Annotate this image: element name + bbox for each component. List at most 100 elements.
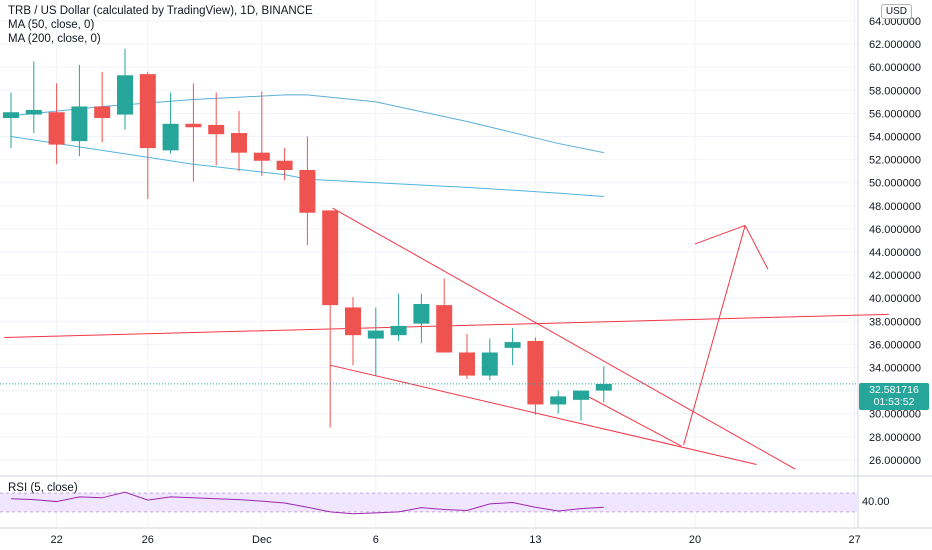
price-axis[interactable]: 26.00000028.00000030.00000032.00000034.0… <box>0 16 921 467</box>
last-price-badge: 32.581716 01:53:52 <box>859 383 929 410</box>
candle[interactable] <box>413 293 430 344</box>
candle[interactable] <box>71 64 88 157</box>
time-tick-label: 6 <box>373 534 379 546</box>
candle[interactable] <box>162 92 179 154</box>
candle-body <box>253 152 270 161</box>
candle-body <box>162 123 179 151</box>
arrow-down-to-apex[interactable] <box>587 395 682 447</box>
candle[interactable] <box>459 334 475 380</box>
candle-body <box>595 383 612 391</box>
candle-body <box>345 307 361 336</box>
candle[interactable] <box>231 111 247 172</box>
candle-body <box>481 352 498 376</box>
candle-body <box>231 133 247 153</box>
ma200-legend[interactable]: MA (200, close, 0) <box>8 33 101 45</box>
currency-badge[interactable]: USD <box>880 4 912 19</box>
price-tick-label: 28.000000 <box>869 432 921 444</box>
candle[interactable] <box>208 92 225 166</box>
candle-body <box>48 112 65 145</box>
last-price-value: 32.581716 <box>869 384 919 396</box>
time-tick-label: Dec <box>252 534 272 546</box>
candle-body <box>71 106 88 142</box>
candle-body <box>299 169 316 213</box>
candle[interactable] <box>185 83 202 182</box>
time-tick-label: 22 <box>50 534 62 546</box>
bar-countdown: 01:53:52 <box>873 396 915 408</box>
time-axis[interactable]: 22 26 Dec 6 13 20 27 <box>50 534 860 546</box>
ma50-legend[interactable]: MA (50, close, 0) <box>8 19 95 31</box>
candle-body <box>573 390 589 400</box>
symbol-title[interactable]: TRB / US Dollar (calculated by TradingVi… <box>8 5 313 17</box>
wedge-lower-line[interactable] <box>330 364 757 466</box>
candle[interactable] <box>94 71 111 143</box>
candle[interactable] <box>345 297 361 366</box>
candle[interactable] <box>276 148 293 181</box>
time-tick-label: 26 <box>142 534 154 546</box>
candle[interactable] <box>25 61 42 134</box>
price-tick-label: 36.000000 <box>869 339 921 351</box>
price-tick-label: 52.000000 <box>869 155 921 167</box>
candle[interactable] <box>367 307 384 376</box>
candle[interactable] <box>48 83 65 165</box>
candle-body <box>25 109 42 115</box>
rsi-band <box>0 493 858 512</box>
price-tick-label: 26.000000 <box>869 455 921 467</box>
price-tick-label: 64.000000 <box>869 16 921 28</box>
candle-body <box>367 330 384 339</box>
candle-body <box>390 325 407 336</box>
candle[interactable] <box>139 71 156 199</box>
chart-legend: TRB / US Dollar (calculated by TradingVi… <box>8 4 313 46</box>
price-tick-label: 40.000000 <box>869 293 921 305</box>
rsi-axis-value: 40.00 <box>862 496 890 508</box>
candle[interactable] <box>527 337 544 415</box>
candle[interactable] <box>3 92 19 149</box>
rsi-legend[interactable]: RSI (5, close) <box>8 482 78 494</box>
price-tick-label: 58.000000 <box>869 85 921 97</box>
candle[interactable] <box>481 338 498 381</box>
price-tick-label: 38.000000 <box>869 316 921 328</box>
candle[interactable] <box>573 390 589 421</box>
arrow-up-target[interactable] <box>683 225 746 446</box>
price-tick-label: 48.000000 <box>869 201 921 213</box>
candle-body <box>527 340 544 405</box>
rsi-pane[interactable] <box>0 491 858 515</box>
wedge-upper-line[interactable] <box>332 207 796 470</box>
price-tick-label: 30.000000 <box>869 409 921 421</box>
price-tick-label: 46.000000 <box>869 224 921 236</box>
candle-body <box>185 123 202 128</box>
candle-body <box>208 124 225 135</box>
candle[interactable] <box>117 48 133 130</box>
candle[interactable] <box>253 91 270 176</box>
time-tick-label: 13 <box>529 534 541 546</box>
candle-body <box>94 106 111 119</box>
candle-body <box>139 74 156 149</box>
rsi-line[interactable] <box>10 491 604 515</box>
time-tick-label: 27 <box>848 534 860 546</box>
price-tick-label: 42.000000 <box>869 270 921 282</box>
candle[interactable] <box>436 278 453 353</box>
candle[interactable] <box>322 210 339 428</box>
candlestick-series[interactable] <box>3 48 612 428</box>
candle[interactable] <box>504 328 521 366</box>
candle-body <box>3 112 19 119</box>
candle-body <box>436 305 453 353</box>
price-tick-label: 34.000000 <box>869 363 921 375</box>
candle-body <box>276 160 293 170</box>
price-tick-label: 54.000000 <box>869 132 921 144</box>
arrowhead-left[interactable] <box>694 224 746 245</box>
candle[interactable] <box>550 390 567 414</box>
price-tick-label: 50.000000 <box>869 178 921 190</box>
candle-body <box>550 396 567 405</box>
price-tick-label: 44.000000 <box>869 247 921 259</box>
candle-body <box>322 210 339 306</box>
candle[interactable] <box>299 136 316 246</box>
candle[interactable] <box>390 293 407 341</box>
arrowhead-right[interactable] <box>744 225 769 270</box>
candle-body <box>504 342 521 348</box>
chart-grid <box>0 0 932 529</box>
price-tick-label: 62.000000 <box>869 39 921 51</box>
time-tick-label: 20 <box>689 534 701 546</box>
candle-body <box>413 303 430 324</box>
price-tick-label: 60.000000 <box>869 62 921 74</box>
